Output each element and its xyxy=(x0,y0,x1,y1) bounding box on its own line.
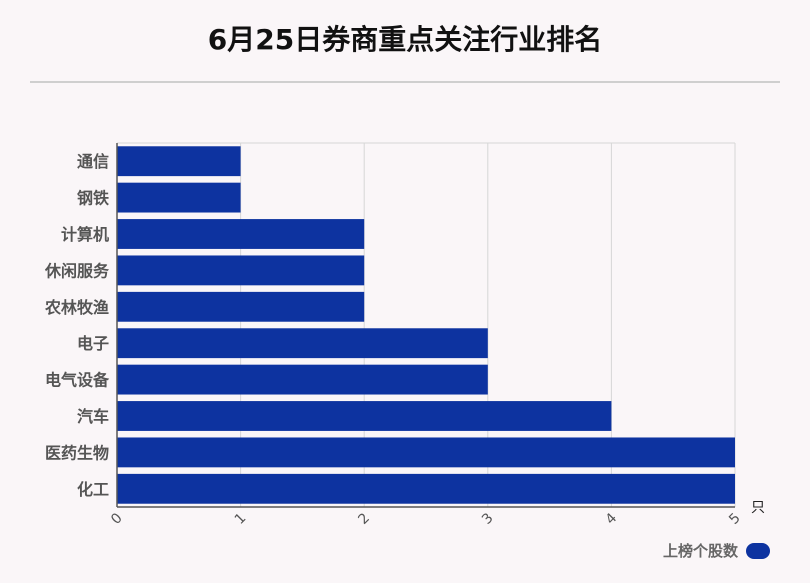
category-label: 农林牧渔 xyxy=(44,298,109,317)
bar xyxy=(117,364,488,395)
x-unit-label: 只 xyxy=(751,500,765,516)
category-label: 电子 xyxy=(77,334,109,353)
category-label: 休闲服务 xyxy=(44,261,110,280)
bar xyxy=(117,255,365,286)
x-tick-label: 5 xyxy=(726,510,744,528)
legend-label: 上榜个股数 xyxy=(662,542,738,560)
category-label: 化工 xyxy=(77,480,109,499)
axes xyxy=(116,143,735,508)
category-label: 钢铁 xyxy=(77,189,109,208)
x-tick-labels: 0 1 2 3 4 5 xyxy=(108,510,744,528)
x-tick-label: 1 xyxy=(232,510,250,528)
legend: 上榜个股数 xyxy=(663,540,770,561)
bar xyxy=(117,401,612,431)
bar xyxy=(117,146,241,177)
bar xyxy=(117,473,735,504)
bar xyxy=(117,328,488,359)
x-tick-label: 0 xyxy=(108,510,126,528)
category-label: 通信 xyxy=(77,152,109,171)
legend-swatch xyxy=(746,542,770,559)
category-label: 医药生物 xyxy=(45,443,109,462)
bar xyxy=(117,437,735,468)
x-tick-label: 3 xyxy=(479,510,497,528)
category-label: 电气设备 xyxy=(45,371,110,390)
title-divider xyxy=(30,81,780,83)
x-tick-label: 2 xyxy=(355,510,373,528)
category-label: 汽车 xyxy=(77,407,109,426)
bar xyxy=(117,219,365,249)
category-label: 计算机 xyxy=(61,225,109,244)
chart-title: 6月25日券商重点关注行业排名 xyxy=(207,23,603,56)
bar xyxy=(117,291,365,322)
bars xyxy=(117,146,735,504)
bar xyxy=(117,182,241,213)
x-tick-label: 4 xyxy=(603,510,621,528)
